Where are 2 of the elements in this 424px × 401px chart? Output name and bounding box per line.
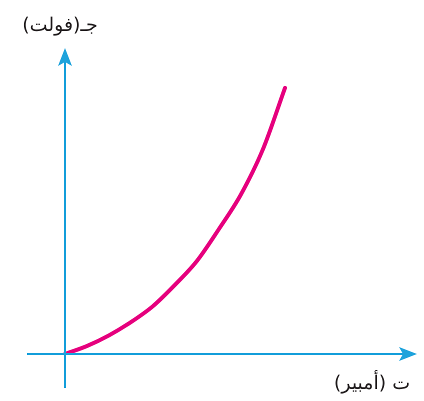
y-axis-title: جـ(فولت) [22, 14, 98, 36]
x-axis-title: ت (أمبير) [334, 370, 410, 394]
